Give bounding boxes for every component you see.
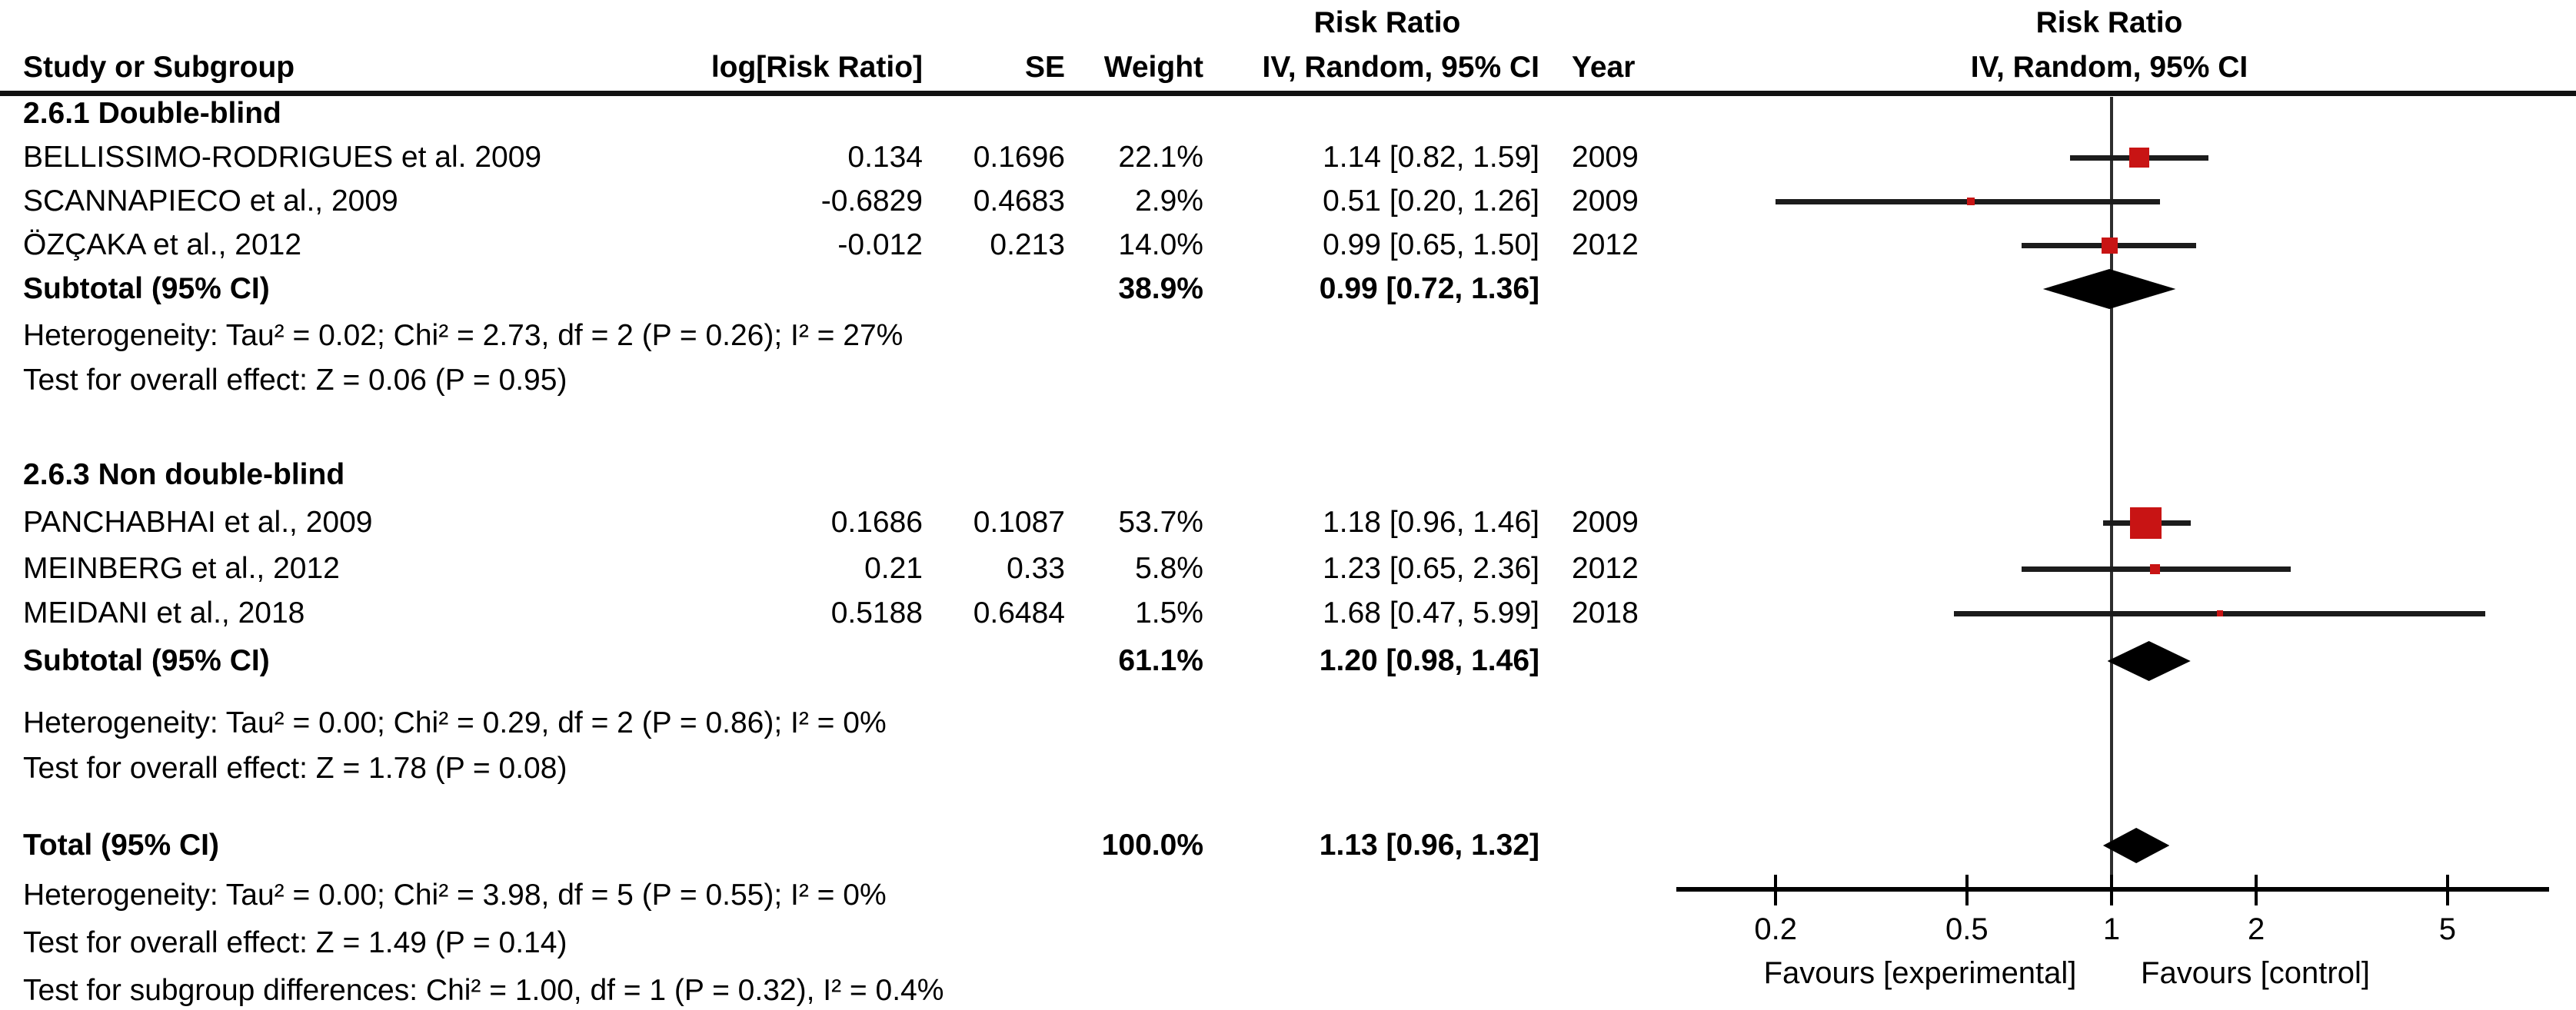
axis-tick xyxy=(2445,875,2449,905)
study-name: MEIDANI et al., 2018 xyxy=(23,596,305,630)
ci-text: 1.14 [0.82, 1.59] xyxy=(1323,141,1539,174)
effect-marker xyxy=(2130,507,2162,539)
log-risk-ratio-value: 0.134 xyxy=(847,141,923,174)
se-value: 0.213 xyxy=(990,228,1065,261)
study-name: PANCHABHAI et al., 2009 xyxy=(23,506,373,539)
log-risk-ratio-value: 0.5188 xyxy=(830,596,923,630)
se-value: 0.1696 xyxy=(973,141,1065,174)
year-value: 2018 xyxy=(1572,596,1639,630)
log-risk-ratio-value: 0.21 xyxy=(864,552,923,585)
ci-text: 1.23 [0.65, 2.36] xyxy=(1323,552,1539,585)
total-ci-text: 1.13 [0.96, 1.32] xyxy=(1319,829,1539,862)
weight-value: 5.8% xyxy=(1135,552,1203,585)
risk-ratio-header-plot: Risk Ratio xyxy=(2035,6,2183,39)
favours-control-label: Favours [control] xyxy=(2141,956,2370,990)
study-name: BELLISSIMO-RODRIGUES et al. 2009 xyxy=(23,141,542,174)
iv-ci-column-header-plot: IV, Random, 95% CI xyxy=(1970,51,2248,84)
subgroup-differences-note: Test for subgroup differences: Chi² = 1.… xyxy=(23,974,944,1007)
subtotal-ci-text: 1.20 [0.98, 1.46] xyxy=(1319,644,1539,677)
overall-effect-note: Test for overall effect: Z = 1.78 (P = 0… xyxy=(23,752,567,785)
section-label: 2.6.3 Non double-blind xyxy=(23,458,345,491)
log-risk-ratio-value: 0.1686 xyxy=(830,506,923,539)
weight-value: 14.0% xyxy=(1118,228,1203,261)
log-risk-ratio-value: -0.012 xyxy=(837,228,923,261)
effect-marker xyxy=(2101,237,2118,254)
ci-text: 1.68 [0.47, 5.99] xyxy=(1323,596,1539,630)
subtotal-weight-value: 38.9% xyxy=(1118,272,1203,305)
se-value: 0.6484 xyxy=(973,596,1065,630)
year-value: 2012 xyxy=(1572,228,1639,261)
ci-text: 0.99 [0.65, 1.50] xyxy=(1323,228,1539,261)
se-value: 0.33 xyxy=(1007,552,1065,585)
effect-marker xyxy=(2128,148,2149,168)
weight-value: 22.1% xyxy=(1118,141,1203,174)
effect-marker xyxy=(2149,563,2160,574)
heterogeneity-note: Heterogeneity: Tau² = 0.02; Chi² = 2.73,… xyxy=(23,319,904,352)
axis-tick xyxy=(1774,875,1778,905)
year-value: 2012 xyxy=(1572,552,1639,585)
weight-value: 2.9% xyxy=(1135,184,1203,218)
year-column-header: Year xyxy=(1572,51,1636,84)
axis-tick xyxy=(2255,875,2258,905)
se-column-header: SE xyxy=(1024,51,1065,84)
axis-tick-label: 0.2 xyxy=(1754,912,1797,946)
axis-tick xyxy=(1965,875,1969,905)
study-column-header: Study or Subgroup xyxy=(23,51,295,84)
year-value: 2009 xyxy=(1572,184,1639,218)
heterogeneity-note: Heterogeneity: Tau² = 0.00; Chi² = 0.29,… xyxy=(23,706,887,739)
subtotal-ci-text: 0.99 [0.72, 1.36] xyxy=(1319,272,1539,305)
weight-column-header: Weight xyxy=(1103,51,1203,84)
axis-tick xyxy=(2110,875,2113,905)
se-value: 0.1087 xyxy=(973,506,1065,539)
iv-ci-column-header-table: IV, Random, 95% CI xyxy=(1262,51,1539,84)
header-separator-line xyxy=(0,91,2576,96)
year-value: 2009 xyxy=(1572,506,1639,539)
study-name: MEINBERG et al., 2012 xyxy=(23,552,340,585)
axis-tick-label: 0.5 xyxy=(1945,912,1989,946)
subtotal-weight-value: 61.1% xyxy=(1118,644,1203,677)
risk-ratio-header-table: Risk Ratio xyxy=(1313,6,1461,39)
ci-text: 1.18 [0.96, 1.46] xyxy=(1323,506,1539,539)
effect-marker xyxy=(1967,198,1975,205)
year-value: 2009 xyxy=(1572,141,1639,174)
axis-tick-label: 1 xyxy=(2102,912,2121,946)
subtotal-label: Subtotal (95% CI) xyxy=(23,272,270,305)
log-risk-ratio-value: -0.6829 xyxy=(820,184,923,218)
study-name: SCANNAPIECO et al., 2009 xyxy=(23,184,398,218)
subtotal-diamond xyxy=(2107,641,2191,681)
weight-value: 53.7% xyxy=(1118,506,1203,539)
overall-effect-note: Test for overall effect: Z = 0.06 (P = 0… xyxy=(23,364,567,397)
axis-tick-label: 5 xyxy=(2438,912,2456,946)
axis-tick-label: 2 xyxy=(2248,912,2265,946)
overall-effect-note: Test for overall effect: Z = 1.49 (P = 0… xyxy=(23,926,567,959)
log-rr-column-header: log[Risk Ratio] xyxy=(711,51,923,84)
total-weight-value: 100.0% xyxy=(1101,829,1203,862)
subtotal-diamond xyxy=(2042,269,2176,309)
subtotal-label: Subtotal (95% CI) xyxy=(23,644,270,677)
favours-experimental-label: Favours [experimental] xyxy=(1763,956,2077,990)
se-value: 0.4683 xyxy=(973,184,1065,218)
study-name: ÖZÇAKA et al., 2012 xyxy=(23,228,302,261)
no-effect-line xyxy=(2110,97,2113,905)
total-label: Total (95% CI) xyxy=(23,829,219,862)
heterogeneity-note: Heterogeneity: Tau² = 0.00; Chi² = 3.98,… xyxy=(23,879,887,912)
effect-marker xyxy=(2216,610,2223,616)
weight-value: 1.5% xyxy=(1135,596,1203,630)
section-label: 2.6.1 Double-blind xyxy=(23,97,281,130)
ci-text: 0.51 [0.20, 1.26] xyxy=(1323,184,1539,218)
